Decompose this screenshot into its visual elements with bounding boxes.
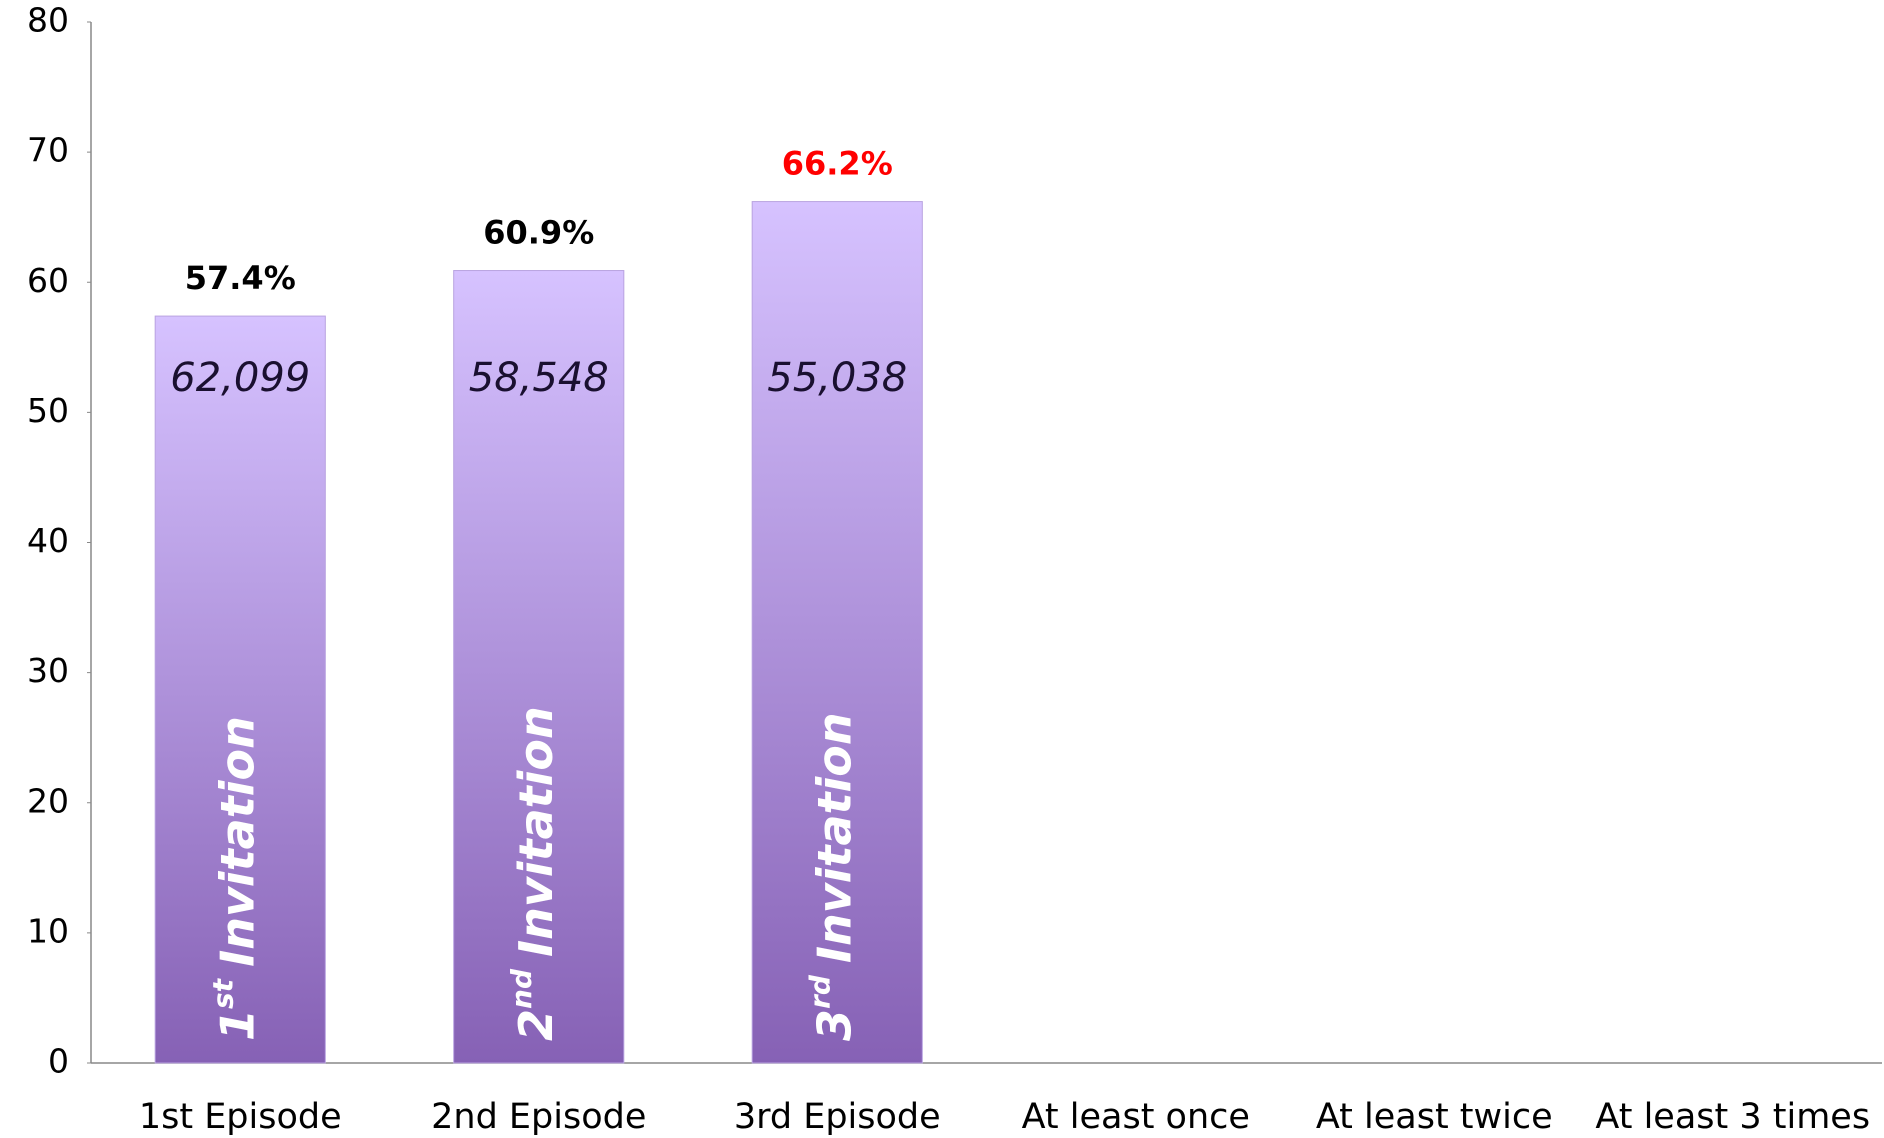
- bar-title: 3rd Invitation: [803, 712, 861, 1041]
- bar-title-suffix: nd: [505, 968, 538, 1009]
- y-tick-label: 30: [27, 651, 69, 690]
- y-tick-label: 80: [27, 1, 69, 40]
- bar-count: 58,548: [469, 355, 609, 401]
- y-tick-label: 60: [27, 261, 69, 300]
- value-label: 60.9%: [483, 214, 594, 252]
- bar-title-suffix: rd: [803, 974, 836, 1009]
- y-tick-label: 10: [27, 911, 69, 950]
- y-tick-label: 20: [27, 781, 69, 820]
- bar-title-label: Invitation: [508, 706, 562, 957]
- x-tick-label: 2nd Episode: [431, 1097, 646, 1137]
- bar: [751, 201, 923, 1064]
- bar: [154, 315, 326, 1064]
- bar-title: 1st Invitation: [206, 716, 264, 1041]
- y-tick-label: 50: [27, 391, 69, 430]
- y-tick-label: 40: [27, 521, 69, 560]
- value-label: 57.4%: [185, 259, 296, 297]
- value-label: 66.2%: [782, 145, 893, 183]
- bar-count: 55,038: [767, 355, 907, 401]
- bar-title-label: Invitation: [807, 712, 861, 963]
- bar-title-ordinal: 3: [807, 1009, 861, 1041]
- bar-title-suffix: st: [206, 977, 239, 1009]
- x-tick-label: At least 3 times: [1595, 1097, 1870, 1137]
- x-tick-label: 3rd Episode: [734, 1097, 941, 1137]
- bar-title-ordinal: 1: [210, 1009, 264, 1041]
- x-tick-label: At least once: [1022, 1097, 1250, 1137]
- bar-title-ordinal: 2: [508, 1009, 562, 1041]
- bar-title: 2nd Invitation: [505, 706, 563, 1041]
- bar-title-label: Invitation: [210, 716, 264, 967]
- y-tick-label: 0: [48, 1042, 69, 1081]
- y-tick-label: 70: [27, 131, 69, 170]
- x-tick-label: At least twice: [1316, 1097, 1553, 1137]
- bar: [453, 270, 625, 1064]
- bar-count: 62,099: [170, 355, 310, 401]
- x-tick-label: 1st Episode: [139, 1097, 342, 1137]
